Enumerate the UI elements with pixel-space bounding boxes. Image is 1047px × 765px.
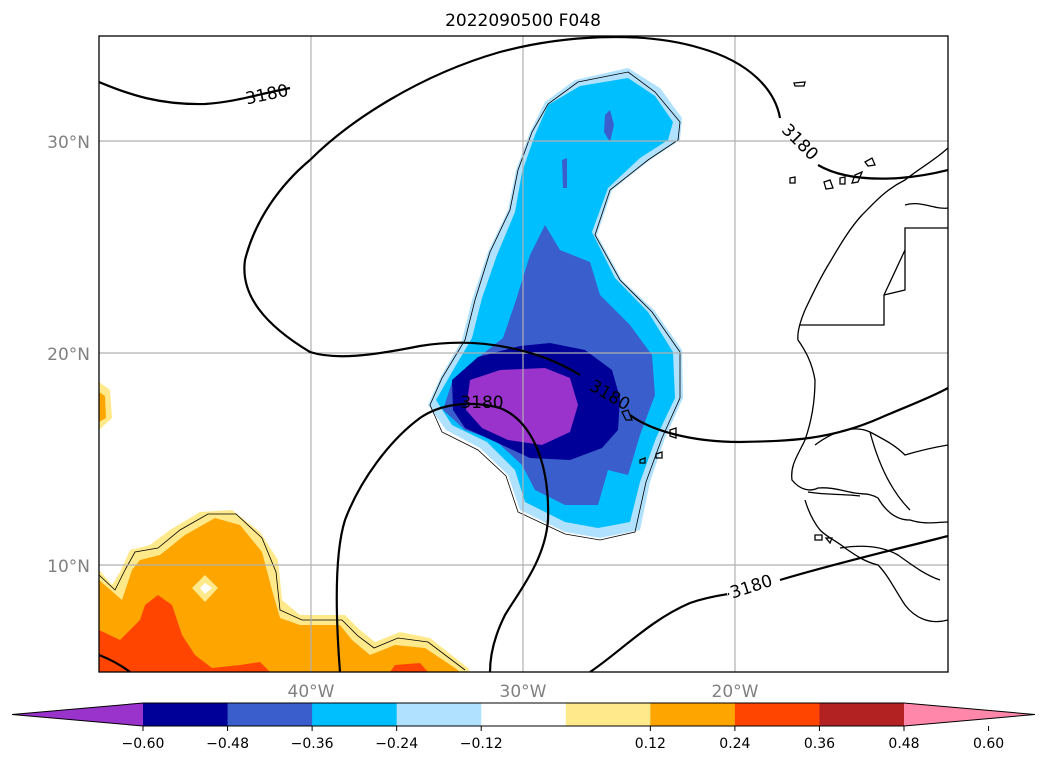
colorbar-tick-label: 0.12 [635, 736, 666, 752]
colorbar-segment [734, 703, 820, 726]
colorbar-tick-label: −0.60 [122, 736, 165, 752]
map-area: 3180 3180 3180 3180 3180 [99, 36, 948, 672]
border-guinea [839, 545, 941, 581]
colorbar-segment [227, 703, 313, 726]
border-west-interior [904, 202, 948, 209]
anomaly-patch-white-inner [200, 583, 212, 594]
contour-3210-west-loop [243, 159, 581, 376]
anomaly-contour-pos-036-b [390, 663, 428, 672]
colorbar-tick-label: −0.24 [375, 736, 418, 752]
africa-coast-south [804, 499, 948, 623]
anomaly-outline-black-pos [99, 513, 466, 671]
colorbar: −0.60 −0.48 −0.36 −0.24 −0.12 0.12 0.24 0.36 0.4… [11, 702, 1036, 752]
lat-labels: 30°N 20°N 10°N [47, 133, 90, 577]
colorbar-tick-label: 0.60 [973, 736, 1004, 752]
island-cape-verde-2 [655, 451, 663, 459]
colorbar-segment [396, 703, 482, 726]
colorbar-tick-label: −0.36 [291, 736, 334, 752]
lat-label-10n: 10°N [47, 557, 90, 577]
contour-3210-north [309, 36, 782, 161]
anomaly-patch-small-1 [604, 110, 614, 142]
coastline [621, 81, 948, 623]
height-contours [99, 36, 948, 672]
africa-coast [791, 147, 948, 524]
island-gran-canaria [839, 176, 846, 185]
island-cape-verde-3 [669, 427, 677, 439]
island-bissagos [814, 534, 823, 541]
anomaly-patch-small-2 [562, 158, 567, 188]
lat-label-30n: 30°N [47, 133, 90, 153]
border-west-sahara [800, 227, 948, 326]
negative-anomaly-field [428, 68, 683, 541]
colorbar-segment [312, 703, 398, 726]
lon-label-30w: 30°W [500, 682, 547, 702]
island-cape-verde-4 [621, 409, 633, 421]
colorbar-segment [650, 703, 736, 726]
island-bissagos-2 [824, 537, 833, 545]
contour-3180-north [99, 80, 291, 106]
border-mali [869, 431, 911, 511]
border-senegal [814, 428, 948, 456]
colorbar-tick-label: −0.12 [460, 736, 503, 752]
contour-3210-south [629, 387, 948, 444]
map-title: 2022090500 F048 [445, 11, 601, 31]
colorbar-segment [143, 703, 229, 726]
anomaly-contour-pos-036 [99, 595, 270, 672]
island-tenerife [823, 179, 834, 190]
colorbar-segment [819, 703, 905, 726]
lat-label-20n: 20°N [47, 345, 90, 365]
contour-3180-center [335, 402, 550, 672]
colorbar-tick-label: −0.48 [206, 736, 249, 752]
gambia [807, 491, 861, 497]
lon-label-40w: 40°W [288, 682, 335, 702]
border-mauritania [883, 249, 906, 296]
colorbar-tick-label: 0.36 [804, 736, 835, 752]
colorbar-extend-min [12, 703, 143, 726]
contour-3180-sw [99, 653, 131, 672]
island-la-palma [789, 176, 796, 184]
colorbar-segment [565, 703, 651, 726]
anomaly-contour-pos-024 [99, 518, 460, 672]
island-fuerteventura [850, 170, 864, 184]
contour-label-3180-center: 3180 [460, 393, 503, 413]
positive-anomaly-field [99, 382, 470, 672]
island-cape-verde-1 [639, 457, 646, 464]
island-lanzarote [864, 157, 876, 167]
contour-3210-east [817, 164, 948, 180]
colorbar-tick-label: 0.48 [888, 736, 919, 752]
anomaly-contour-neg-060 [466, 368, 578, 445]
colorbar-tick-label: 0.24 [719, 736, 750, 752]
colorbar-segment [481, 703, 567, 726]
anomaly-outline-black [429, 71, 681, 541]
lon-labels: 40°W 30°W 20°W [288, 682, 759, 702]
colorbar-extend-max [904, 703, 1035, 726]
lon-label-20w: 20°W [712, 682, 759, 702]
anomaly-edge-patch-inner [99, 392, 106, 422]
contour-3180-south [589, 534, 948, 672]
island-madeira [793, 81, 806, 87]
map-frame [98, 35, 949, 673]
